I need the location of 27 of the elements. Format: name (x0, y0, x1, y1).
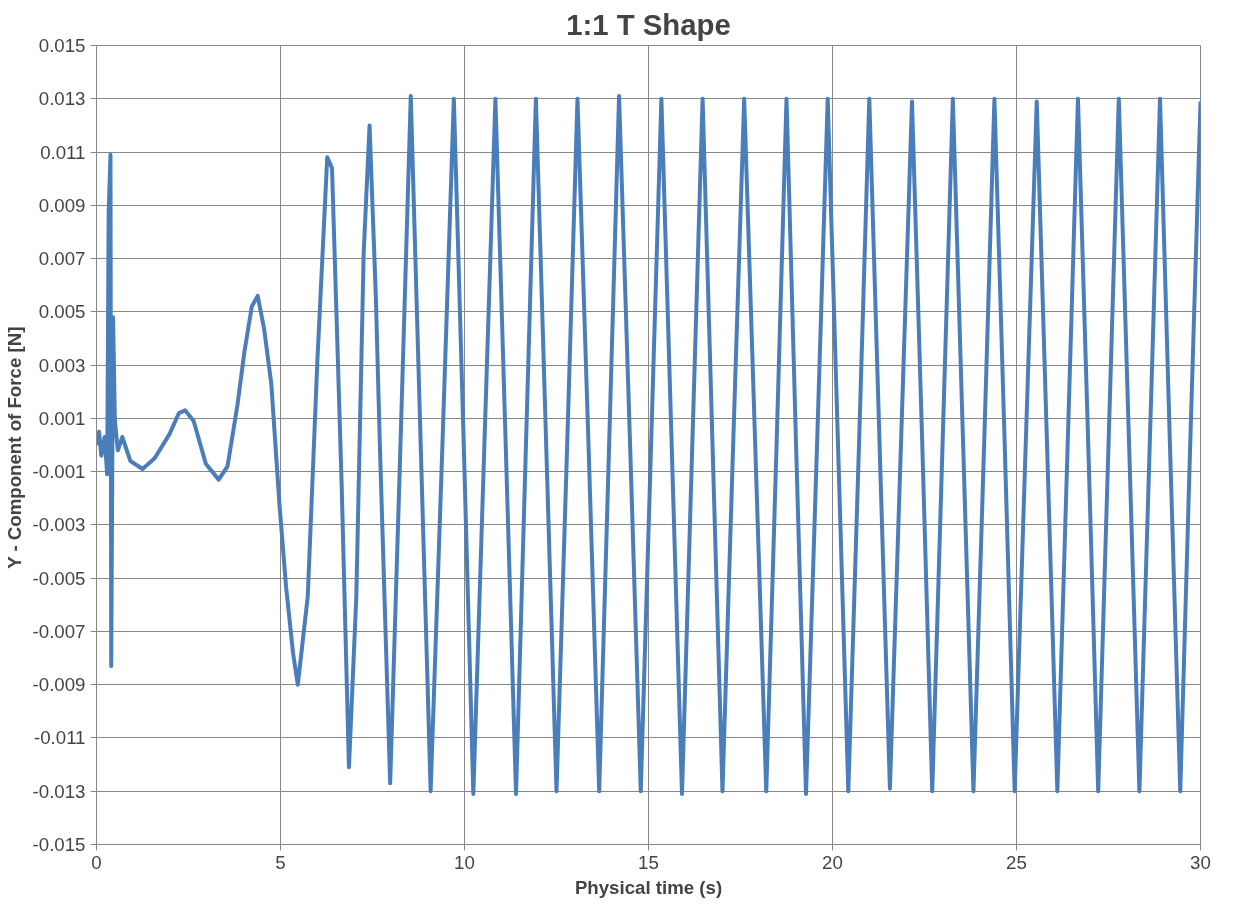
chart-title: 1:1 T Shape (566, 7, 731, 41)
y-tick-label: -0.005 (32, 567, 86, 589)
y-tick-label: 0.003 (38, 354, 86, 376)
x-tick-label: 10 (454, 851, 475, 873)
y-tick-label: 0.007 (38, 248, 86, 270)
x-tick-label: 15 (638, 851, 659, 873)
y-axis-title: Y - Component of Force [N] (3, 326, 25, 569)
y-tick-label: 0.001 (38, 407, 86, 429)
y-tick-label: -0.007 (32, 620, 86, 642)
x-tick-label: 25 (1006, 851, 1027, 873)
x-tick-label: 30 (1190, 851, 1211, 873)
y-tick-label: -0.001 (32, 461, 86, 483)
y-tick-label: -0.009 (32, 674, 86, 696)
y-tick-label: -0.011 (33, 727, 86, 749)
y-tick-label: 0.015 (38, 35, 86, 56)
y-tick-label: 0.011 (40, 141, 86, 163)
y-tick-label: 0.013 (38, 88, 86, 110)
y-tick-label: 0.009 (38, 194, 86, 216)
y-tick-label: -0.003 (32, 514, 86, 536)
y-tick-label: -0.015 (32, 834, 86, 855)
x-tick-label: 5 (275, 851, 286, 873)
x-tick-label: 20 (822, 851, 843, 873)
y-tick-label: 0.005 (38, 301, 86, 323)
y-tick-label: -0.013 (32, 780, 86, 802)
line-series (96, 94, 1201, 796)
x-tick-label: 0 (91, 851, 102, 873)
x-axis-title: Physical time (s) (574, 876, 723, 898)
